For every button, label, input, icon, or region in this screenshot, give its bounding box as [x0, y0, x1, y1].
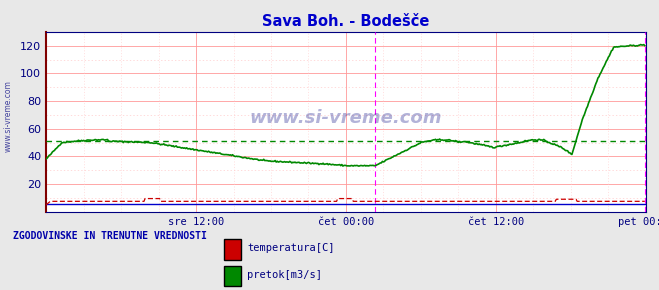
Text: temperatura[C]: temperatura[C] — [247, 243, 335, 253]
FancyBboxPatch shape — [224, 239, 241, 260]
Text: www.si-vreme.com: www.si-vreme.com — [250, 109, 442, 127]
Text: www.si-vreme.com: www.si-vreme.com — [3, 80, 13, 152]
Text: ZGODOVINSKE IN TRENUTNE VREDNOSTI: ZGODOVINSKE IN TRENUTNE VREDNOSTI — [13, 231, 207, 240]
Text: pretok[m3/s]: pretok[m3/s] — [247, 271, 322, 280]
FancyBboxPatch shape — [224, 266, 241, 287]
Title: Sava Boh. - Bodešče: Sava Boh. - Bodešče — [262, 14, 430, 29]
